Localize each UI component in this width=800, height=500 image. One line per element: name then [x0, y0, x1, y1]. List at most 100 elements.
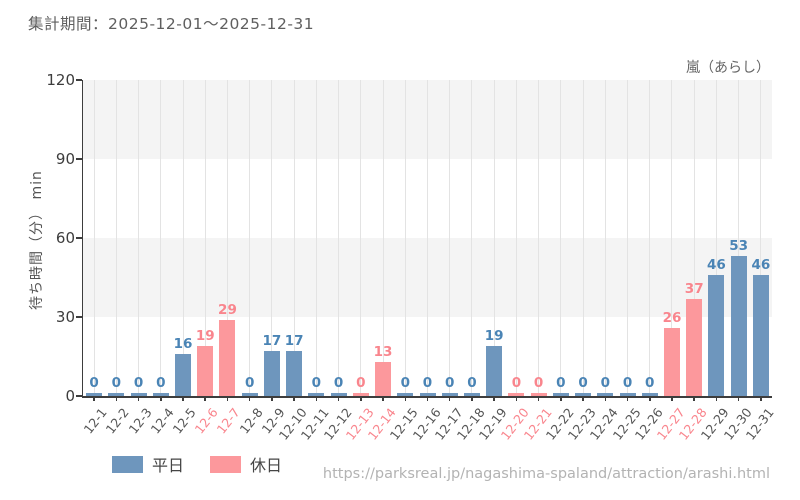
bar-12-13 — [352, 393, 369, 396]
x-axis-tick — [226, 396, 229, 401]
legend: 平日 休日 — [112, 452, 282, 476]
x-axis-tick — [382, 396, 384, 401]
gridline — [226, 80, 228, 396]
y-axis-tick-label: 60 — [55, 229, 75, 247]
bar-value-label: 0 — [645, 375, 655, 391]
bar-12-3 — [130, 393, 147, 396]
gridline — [427, 80, 428, 396]
gridline — [138, 80, 140, 396]
x-axis-tick — [426, 396, 429, 401]
bar-value-label: 0 — [133, 375, 144, 391]
x-axis-tick — [604, 396, 607, 401]
y-axis-tick-label: 30 — [55, 308, 75, 326]
x-axis-tick — [515, 396, 518, 401]
gridline — [93, 80, 95, 396]
x-axis-tick — [315, 396, 318, 401]
y-axis-tick — [76, 316, 82, 318]
gridline — [182, 80, 184, 396]
gridline — [493, 80, 495, 396]
bar-12-29 — [708, 274, 725, 396]
bar-12-25 — [619, 393, 636, 396]
gridline — [560, 80, 562, 396]
x-axis-tick — [448, 396, 451, 401]
x-axis-tick — [626, 396, 629, 401]
bar-value-label: 0 — [445, 375, 455, 391]
bar-value-label: 0 — [467, 375, 477, 391]
gridline — [738, 80, 740, 396]
x-axis-tick — [693, 396, 695, 401]
bar-12-4 — [152, 393, 169, 396]
gridline — [293, 80, 295, 396]
bar-value-label: 0 — [533, 375, 544, 391]
gridline — [338, 80, 340, 396]
bar-12-22 — [552, 393, 569, 396]
plot-area: 0 30 60 90 120 0 12-1 0 12-2 0 12-3 0 12-4 16 12-5 19 12… — [46, 71, 776, 443]
bar-12-8 — [241, 393, 258, 396]
bar-12-9 — [263, 351, 280, 396]
bar-12-31 — [752, 274, 769, 396]
bar-value-label: 46 — [751, 256, 771, 273]
y-axis-tick — [76, 79, 82, 81]
bar-value-label: 0 — [156, 375, 166, 391]
bar-12-20 — [508, 393, 525, 396]
legend-item-weekday: 平日 — [112, 452, 184, 476]
gridline — [604, 80, 606, 396]
bar-12-11 — [308, 393, 325, 396]
bar-12-12 — [330, 393, 347, 396]
gridline — [271, 80, 273, 396]
gridline — [627, 80, 629, 396]
bar-12-14 — [375, 361, 392, 396]
bar-value-label: 0 — [422, 375, 433, 391]
bar-12-2 — [108, 393, 125, 396]
x-axis-tick — [649, 396, 651, 401]
x-axis-tick — [537, 396, 540, 401]
bar-12-17 — [441, 393, 458, 396]
bar-value-label: 53 — [729, 238, 749, 255]
x-axis-tick — [182, 396, 184, 401]
bar-value-label: 19 — [195, 327, 215, 344]
bar-12-26 — [641, 393, 658, 396]
x-axis-tick — [471, 396, 473, 401]
x-axis-tick — [115, 396, 118, 401]
bar-12-5 — [175, 353, 192, 396]
bar-12-18 — [463, 393, 480, 396]
y-axis-tick-label: 120 — [46, 71, 75, 89]
bar-value-label: 0 — [622, 375, 633, 391]
gridline — [160, 80, 162, 396]
x-axis-tick — [93, 396, 95, 401]
bar-value-label: 17 — [284, 333, 304, 350]
bar-value-label: 37 — [684, 280, 704, 297]
bar-value-label: 0 — [356, 375, 366, 391]
legend-item-weekend: 休日 — [210, 452, 282, 476]
x-axis-tick — [271, 396, 273, 401]
bar-value-label: 0 — [400, 375, 410, 391]
gridline — [115, 80, 117, 396]
bar-value-label: 19 — [484, 327, 504, 344]
x-axis-tick — [248, 396, 251, 401]
x-axis-tick — [737, 396, 740, 401]
bar-12-15 — [397, 393, 414, 396]
gridline — [671, 80, 673, 396]
bar-12-21 — [530, 393, 547, 396]
bar-12-10 — [286, 351, 303, 396]
x-axis-tick — [715, 396, 718, 401]
bar-12-7 — [219, 319, 236, 396]
legend-swatch-weekend — [210, 455, 242, 473]
bar-value-label: 0 — [311, 375, 322, 391]
source-url: https://parksreal.jp/nagashima-spaland/a… — [322, 466, 770, 482]
bar-value-label: 0 — [556, 375, 566, 391]
bar-value-label: 0 — [333, 375, 344, 391]
bar-value-label: 0 — [244, 375, 255, 391]
x-axis-tick — [760, 396, 762, 401]
bar-value-label: 17 — [262, 333, 282, 350]
bar-12-1 — [86, 393, 103, 396]
bar-value-label: 13 — [373, 343, 393, 360]
gridline — [404, 80, 406, 396]
x-axis-tick — [582, 396, 584, 401]
x-axis-tick — [204, 396, 206, 401]
bar-value-label: 26 — [662, 309, 682, 326]
legend-label-weekday: 平日 — [152, 456, 185, 475]
gridline — [582, 80, 584, 396]
bar-value-label: 0 — [111, 375, 122, 391]
